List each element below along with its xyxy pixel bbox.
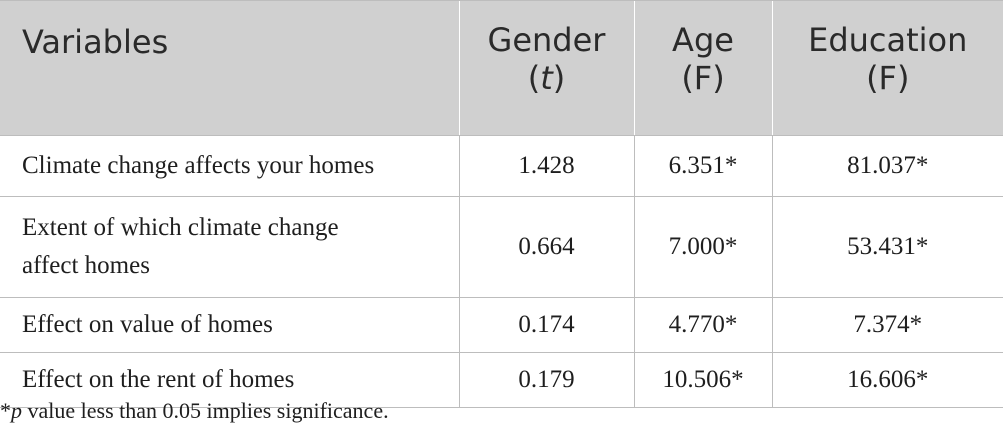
row-label: Climate change affects your homes — [0, 135, 459, 197]
header-age: Age (F) — [633, 0, 772, 136]
cell-age: 6.351* — [633, 135, 772, 197]
cell-education: 81.037* — [771, 135, 1003, 197]
cell-gender: 0.174 — [458, 297, 634, 353]
cell-education: 53.431* — [771, 196, 1003, 298]
table-row: Extent of which climate change affect ho… — [0, 196, 1003, 298]
table-row: Effect on the rent of homes 0.179 10.506… — [0, 352, 1003, 408]
table-header: Variables Gender (t) Age (F) Education (… — [0, 0, 1003, 136]
cell-age: 7.000* — [633, 196, 772, 298]
results-table-container: Variables Gender (t) Age (F) Education (… — [0, 0, 1003, 408]
cell-education: 7.374* — [771, 297, 1003, 353]
row-label: Extent of which climate change affect ho… — [0, 196, 459, 298]
header-variables-label: Variables — [22, 23, 169, 61]
header-gender: Gender (t) — [458, 0, 634, 136]
header-row: Variables Gender (t) Age (F) Education (… — [0, 0, 1003, 136]
header-gender-stat-open: ( — [527, 59, 541, 97]
cell-gender: 0.179 — [458, 352, 634, 408]
header-variables: Variables — [0, 0, 459, 136]
cell-education: 16.606* — [771, 352, 1003, 408]
footnote-p: p — [11, 398, 22, 423]
row-label-line1: Extent of which climate change — [22, 214, 339, 241]
header-education: Education (F) — [771, 0, 1003, 136]
header-education-label: Education — [808, 21, 968, 59]
header-education-stat: (F) — [866, 59, 910, 97]
footnote-text: value less than 0.05 implies significanc… — [22, 398, 389, 423]
header-gender-label: Gender — [487, 21, 606, 59]
header-gender-stat: (t) — [460, 59, 634, 97]
row-label-line2: affect homes — [22, 252, 150, 279]
table-footnote: *p value less than 0.05 implies signific… — [0, 398, 389, 424]
header-gender-stat-close: ) — [552, 59, 566, 97]
header-gender-stat-symbol: t — [540, 59, 553, 97]
footnote-star: * — [0, 398, 11, 423]
cell-age: 10.506* — [633, 352, 772, 408]
cell-age: 4.770* — [633, 297, 772, 353]
row-label: Effect on value of homes — [0, 297, 459, 353]
cell-gender: 1.428 — [458, 135, 634, 197]
table-body: Climate change affects your homes 1.428 … — [0, 135, 1003, 408]
row-label: Effect on the rent of homes — [0, 352, 459, 408]
table-row: Effect on value of homes 0.174 4.770* 7.… — [0, 297, 1003, 353]
header-age-label: Age — [672, 21, 734, 59]
header-age-stat: (F) — [681, 59, 725, 97]
results-table: Variables Gender (t) Age (F) Education (… — [0, 0, 1003, 408]
table-row: Climate change affects your homes 1.428 … — [0, 135, 1003, 197]
cell-gender: 0.664 — [458, 196, 634, 298]
